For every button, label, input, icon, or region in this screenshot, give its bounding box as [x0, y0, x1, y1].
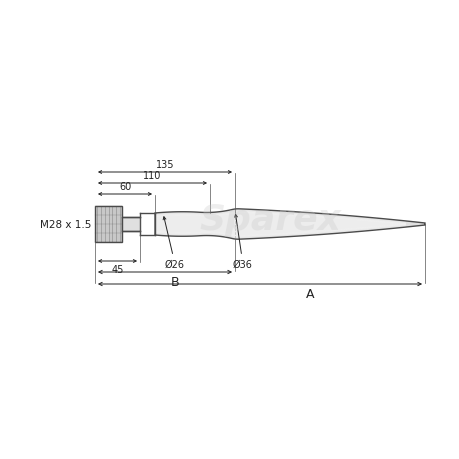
Text: 135: 135: [156, 160, 174, 170]
Text: A: A: [305, 287, 313, 300]
Polygon shape: [155, 209, 424, 240]
Text: M28 x 1.5: M28 x 1.5: [39, 219, 91, 230]
Text: Ø26: Ø26: [163, 217, 185, 269]
Text: 45: 45: [111, 264, 123, 274]
Text: Sparex: Sparex: [199, 202, 340, 236]
Bar: [122, 218, 140, 231]
Text: B: B: [170, 275, 179, 288]
Text: 110: 110: [143, 171, 161, 180]
Text: 60: 60: [118, 182, 131, 191]
Text: Ø36: Ø36: [233, 215, 252, 269]
Bar: [95, 207, 122, 242]
